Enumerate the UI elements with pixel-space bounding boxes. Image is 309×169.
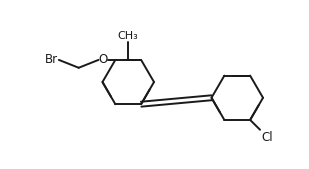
Text: CH₃: CH₃ [118,31,139,41]
Text: O: O [99,53,108,66]
Text: Br: Br [45,53,58,66]
Text: Cl: Cl [261,131,273,144]
